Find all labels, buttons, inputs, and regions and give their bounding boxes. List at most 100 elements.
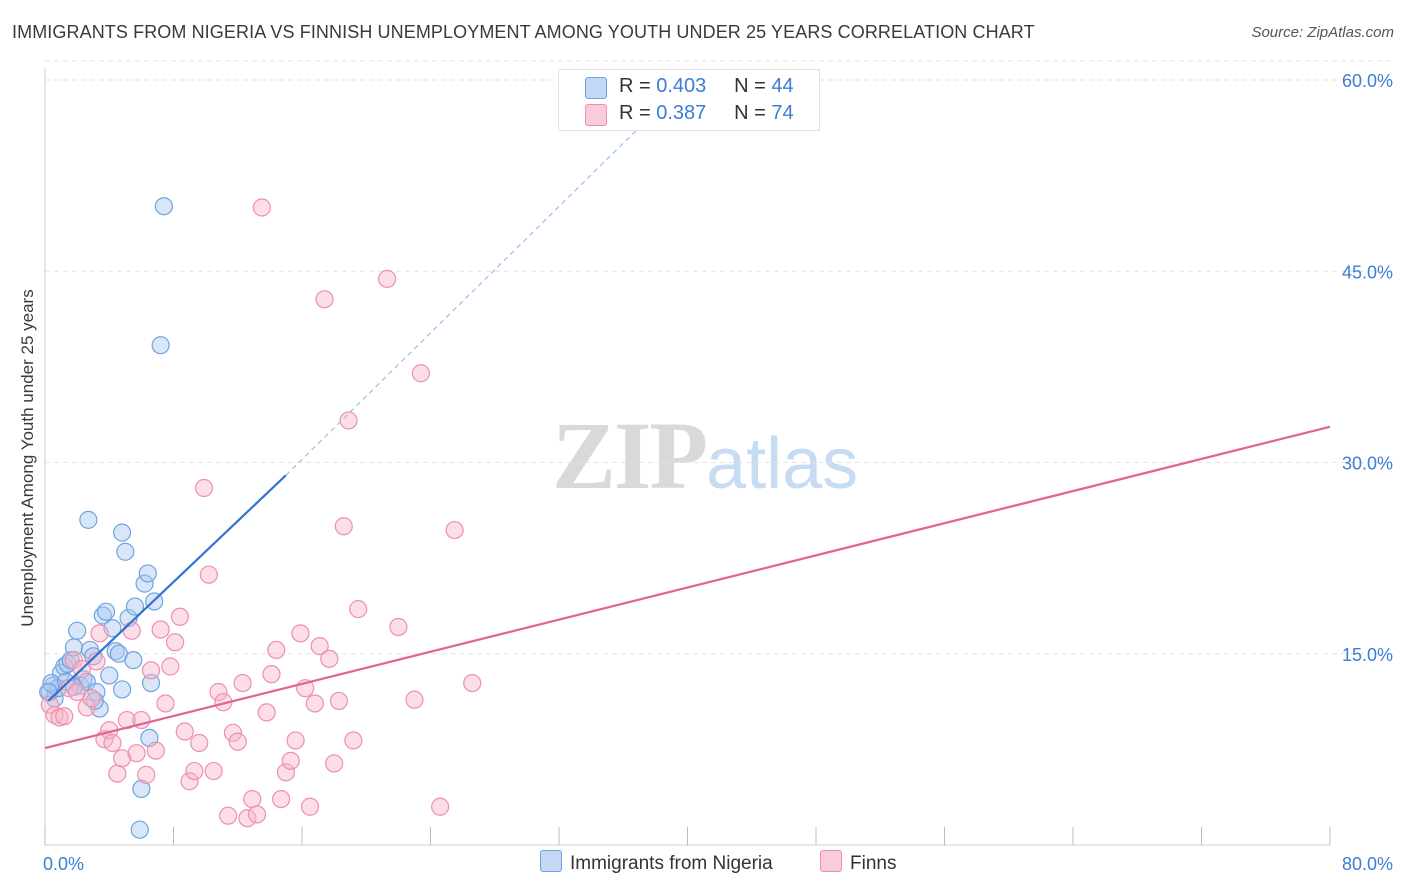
bottom-legend-swatch-nigeria bbox=[540, 850, 562, 872]
nigeria-point bbox=[116, 542, 135, 561]
chart-title: IMMIGRANTS FROM NIGERIA VS FINNISH UNEMP… bbox=[12, 22, 1035, 42]
nigeria-point bbox=[100, 666, 119, 685]
finns-point bbox=[325, 754, 344, 773]
finns-point bbox=[194, 478, 214, 498]
finns-point bbox=[276, 763, 296, 782]
finns-point bbox=[209, 682, 228, 702]
legend-r-label: R = bbox=[619, 102, 651, 124]
finns-point bbox=[389, 617, 408, 637]
finns-point bbox=[267, 640, 286, 660]
finns-point bbox=[137, 765, 156, 784]
finns-point bbox=[431, 797, 450, 816]
nigeria-point bbox=[151, 336, 170, 355]
finns-point bbox=[286, 731, 305, 750]
x-tick-label: 80.0% bbox=[1342, 854, 1393, 874]
y-tick-label: 30.0% bbox=[1342, 454, 1393, 474]
legend-swatch-nigeria bbox=[585, 77, 607, 99]
watermark-atlas: atlas bbox=[706, 424, 859, 504]
finns-point bbox=[378, 269, 397, 288]
finns-point bbox=[90, 624, 109, 643]
finns-point bbox=[175, 722, 194, 741]
finns-point bbox=[156, 694, 175, 713]
legend-n-label: N = bbox=[734, 75, 766, 97]
nigeria-trendline-extension bbox=[285, 79, 688, 476]
finns-point bbox=[228, 732, 247, 751]
legend-r-label: R = bbox=[619, 75, 651, 97]
bottom-legend-label-finns: Finns bbox=[850, 853, 897, 874]
watermark: ZIPatlas bbox=[552, 400, 858, 511]
finns-point bbox=[199, 565, 218, 584]
finns-point bbox=[272, 789, 291, 809]
y-tick-label: 15.0% bbox=[1342, 645, 1393, 665]
legend-r-value: 0.403 bbox=[656, 75, 707, 97]
finns-point bbox=[82, 689, 101, 708]
finns-point bbox=[87, 652, 106, 671]
nigeria-point bbox=[125, 597, 145, 616]
finns-point bbox=[281, 751, 300, 770]
finns-point bbox=[55, 707, 74, 726]
nigeria-point bbox=[112, 680, 132, 699]
finns-point bbox=[233, 673, 252, 693]
nigeria-point bbox=[130, 820, 149, 839]
nigeria-point bbox=[154, 197, 173, 216]
legend-n-value: 44 bbox=[771, 75, 794, 97]
finns-point bbox=[334, 517, 353, 536]
finns-point bbox=[320, 649, 339, 668]
finns-point bbox=[161, 657, 180, 676]
y-tick-label: 45.0% bbox=[1342, 262, 1393, 282]
finns-point bbox=[77, 698, 96, 717]
finns-point bbox=[122, 621, 141, 640]
finns-point bbox=[445, 520, 464, 540]
legend-n-value: 74 bbox=[771, 102, 794, 124]
nigeria-point bbox=[135, 574, 154, 593]
finns-trendline bbox=[44, 425, 1331, 750]
finns-point bbox=[315, 290, 334, 309]
nigeria-point bbox=[79, 510, 98, 529]
finns-point bbox=[305, 694, 324, 713]
finns-point bbox=[185, 761, 204, 781]
nigeria-trendline bbox=[47, 474, 287, 702]
legend-n-label: N = bbox=[734, 102, 766, 124]
y-tick-label: 60.0% bbox=[1342, 71, 1393, 91]
finns-point bbox=[243, 789, 262, 809]
finns-point bbox=[238, 809, 257, 828]
legend: R = 0.403 N = 44 R = 0.387 N = 74 bbox=[558, 69, 820, 131]
nigeria-point bbox=[141, 673, 161, 693]
finns-point bbox=[411, 364, 430, 383]
finns-point bbox=[40, 695, 59, 714]
finns-point bbox=[103, 733, 122, 753]
finns-point bbox=[127, 744, 146, 763]
finns-point bbox=[108, 764, 127, 783]
nigeria-point bbox=[96, 602, 116, 621]
finns-point bbox=[329, 691, 349, 711]
finns-point bbox=[204, 761, 223, 781]
bottom-legend-swatch-finns bbox=[820, 850, 842, 872]
bottom-legend-nigeria: Immigrants from Nigeria bbox=[540, 850, 773, 875]
nigeria-point bbox=[84, 647, 103, 666]
finns-point bbox=[300, 797, 320, 816]
finns-point bbox=[146, 741, 165, 760]
finns-point bbox=[141, 661, 161, 680]
finns-point bbox=[166, 633, 185, 652]
bottom-legend-finns: Finns bbox=[820, 850, 896, 875]
legend-swatch-finns bbox=[585, 104, 607, 126]
finns-point bbox=[405, 690, 424, 709]
finns-point bbox=[180, 772, 199, 791]
finns-point bbox=[151, 620, 170, 639]
finns-point bbox=[339, 411, 358, 430]
finns-point bbox=[310, 636, 329, 656]
finns-point bbox=[262, 665, 281, 684]
nigeria-point bbox=[124, 651, 143, 670]
nigeria-point bbox=[112, 523, 132, 542]
watermark-zip: ZIP bbox=[552, 402, 708, 509]
finns-point bbox=[349, 600, 368, 619]
finns-point bbox=[463, 673, 482, 693]
bottom-legend-label-nigeria: Immigrants from Nigeria bbox=[570, 853, 773, 874]
finns-point bbox=[223, 723, 243, 742]
finns-point bbox=[257, 703, 276, 722]
finns-point bbox=[190, 733, 209, 753]
legend-r-value: 0.387 bbox=[656, 102, 707, 124]
finns-point bbox=[247, 805, 267, 824]
finns-point bbox=[219, 806, 238, 825]
